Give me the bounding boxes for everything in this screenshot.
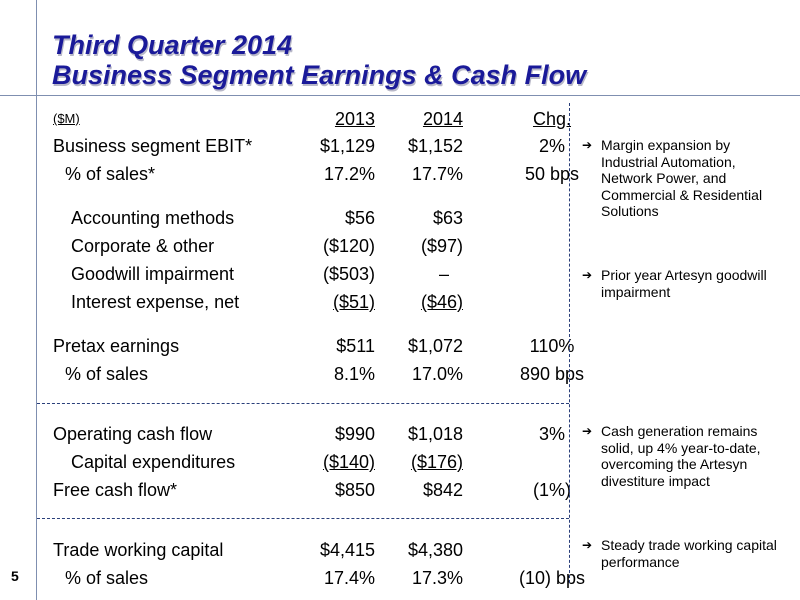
row-2014: $63 (432, 208, 463, 228)
row-2013: 17.4% (323, 568, 375, 588)
section-divider (37, 403, 569, 404)
row-2014: 17.7% (411, 164, 463, 184)
slide-title-line2: Business Segment Earnings & Cash Flow (52, 60, 587, 90)
table-row: % of sales 17.4% 17.3% (10) bps (53, 565, 585, 591)
table-header: ($M) 2013 2014 Chg. (53, 106, 571, 132)
row-label: Operating cash flow (53, 424, 213, 444)
row-chg: 3% (538, 424, 565, 444)
row-label: Goodwill impairment (71, 264, 235, 284)
row-2014: 17.3% (411, 568, 463, 588)
row-label: Capital expenditures (71, 452, 236, 472)
row-2014: 17.0% (411, 364, 463, 384)
table-row: Capital expenditures ($140) ($176) (53, 449, 553, 475)
row-2014: $1,018 (407, 424, 463, 444)
arrow-right-icon: ➔ (582, 138, 593, 152)
row-2013: 17.2% (323, 164, 375, 184)
table-row: % of sales* 17.2% 17.7% 50 bps (53, 161, 579, 187)
row-label: Corporate & other (71, 236, 215, 256)
header-chg: Chg. (532, 109, 572, 129)
row-2014: – (438, 264, 449, 284)
row-label: Business segment EBIT* (53, 136, 253, 156)
note-text: Margin expansion by Industrial Automatio… (601, 137, 763, 219)
table-row: Goodwill impairment ($503) – (53, 261, 553, 287)
row-label: % of sales (65, 364, 149, 384)
table-row: Interest expense, net ($51) ($46) (53, 289, 553, 315)
row-2013: $1,129 (319, 136, 375, 156)
row-2014: $1,072 (407, 336, 463, 356)
row-2013: ($51) (332, 292, 375, 312)
table-row: Operating cash flow $990 $1,018 3% (53, 421, 565, 447)
row-2014: ($97) (420, 236, 463, 256)
table-row: Pretax earnings $511 $1,072 110% (53, 333, 574, 359)
row-chg: 2% (538, 136, 565, 156)
table-row: % of sales 8.1% 17.0% 890 bps (53, 361, 584, 387)
arrow-right-icon: ➔ (582, 268, 593, 282)
row-label: Trade working capital (53, 540, 224, 560)
row-chg: 110% (529, 336, 575, 356)
row-2014: ($176) (410, 452, 463, 472)
row-2013: $511 (336, 336, 375, 356)
units-label: ($M) (53, 111, 80, 126)
note-goodwill: ➔ Prior year Artesyn goodwill impairment (582, 267, 787, 300)
header-2014: 2014 (422, 109, 463, 129)
note-trade-working-capital: ➔ Steady trade working capital performan… (582, 537, 787, 570)
row-2014: $1,152 (407, 136, 463, 156)
header-2013: 2013 (334, 109, 375, 129)
slide-title-line1: Third Quarter 2014 (52, 30, 293, 60)
table-row: Trade working capital $4,415 $4,380 (53, 537, 553, 563)
table-row: Corporate & other ($120) ($97) (53, 233, 553, 259)
row-label: Interest expense, net (71, 292, 240, 312)
row-chg: (10) bps (518, 568, 586, 588)
note-text: Cash generation remains solid, up 4% yea… (601, 423, 761, 489)
arrow-right-icon: ➔ (582, 424, 593, 438)
note-margin-expansion: ➔ Margin expansion by Industrial Automat… (582, 137, 787, 220)
row-2013: ($120) (322, 236, 375, 256)
row-2014: ($46) (420, 292, 463, 312)
note-cash-generation: ➔ Cash generation remains solid, up 4% y… (582, 423, 787, 489)
row-label: % of sales (65, 568, 149, 588)
row-label: Free cash flow* (53, 480, 178, 500)
arrow-right-icon: ➔ (582, 538, 593, 552)
row-2014: $4,380 (407, 540, 463, 560)
column-divider (569, 103, 570, 583)
table-row: Business segment EBIT* $1,129 $1,152 2% (53, 133, 565, 159)
note-text: Prior year Artesyn goodwill impairment (601, 267, 767, 300)
row-2014: $842 (422, 480, 463, 500)
note-text: Steady trade working capital performance (601, 537, 777, 570)
left-border-line (36, 0, 37, 600)
table-row: Accounting methods $56 $63 (53, 205, 553, 231)
row-2013: ($503) (322, 264, 375, 284)
title-underline (0, 95, 800, 96)
page-number: 5 (11, 568, 19, 584)
row-2013: $990 (334, 424, 375, 444)
row-2013: ($140) (322, 452, 375, 472)
row-chg: 50 bps (524, 164, 580, 184)
row-label: Pretax earnings (53, 336, 180, 356)
row-chg: (1%) (532, 480, 571, 500)
row-2013: $4,415 (319, 540, 375, 560)
row-chg: 890 bps (519, 364, 585, 384)
row-label: Accounting methods (71, 208, 235, 228)
table-row: Free cash flow* $850 $842 (1%) (53, 477, 571, 503)
section-divider (37, 518, 569, 519)
row-2013: $850 (334, 480, 375, 500)
row-2013: 8.1% (333, 364, 375, 384)
row-2013: $56 (344, 208, 375, 228)
row-label: % of sales* (65, 164, 156, 184)
